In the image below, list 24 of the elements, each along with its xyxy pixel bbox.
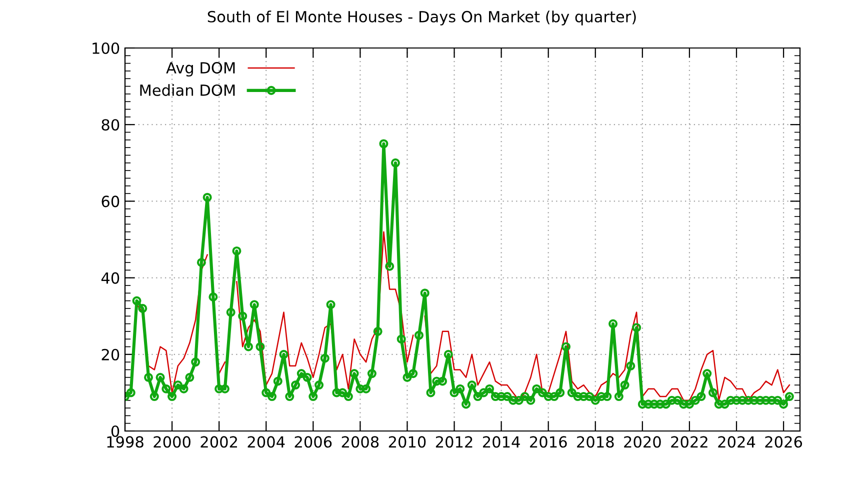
- chart-title: South of El Monte Houses - Days On Market (by quarter): [208, 10, 636, 26]
- x-tick-label: 2012: [436, 436, 472, 448]
- x-tick-label: 2002: [200, 436, 237, 448]
- x-tick-label: 2022: [671, 436, 708, 448]
- x-tick-label: 2016: [530, 436, 567, 448]
- x-tick-label: 2020: [624, 436, 661, 448]
- x-tick-label: 1998: [107, 436, 144, 448]
- y-tick-label: 40: [101, 272, 120, 284]
- x-tick-label: 2006: [294, 436, 332, 448]
- legend-label: Median DOM: [140, 84, 235, 96]
- y-tick-label: 60: [102, 196, 120, 208]
- y-tick-label: 0: [111, 425, 120, 438]
- x-tick-label: 2026: [765, 436, 802, 448]
- x-tick-label: 2000: [154, 436, 190, 448]
- x-tick-label: 2024: [718, 436, 756, 448]
- x-tick-label: 2004: [248, 436, 285, 448]
- y-tick-label: 20: [102, 348, 120, 360]
- x-tick-label: 2010: [388, 436, 426, 448]
- legend-label: Avg DOM: [166, 62, 235, 77]
- x-tick-label: 2008: [342, 436, 379, 448]
- x-tick-label: 2014: [482, 436, 520, 448]
- x-tick-label: 2018: [577, 436, 614, 448]
- y-tick-label: 80: [102, 119, 120, 131]
- y-tick-label: 100: [92, 42, 120, 54]
